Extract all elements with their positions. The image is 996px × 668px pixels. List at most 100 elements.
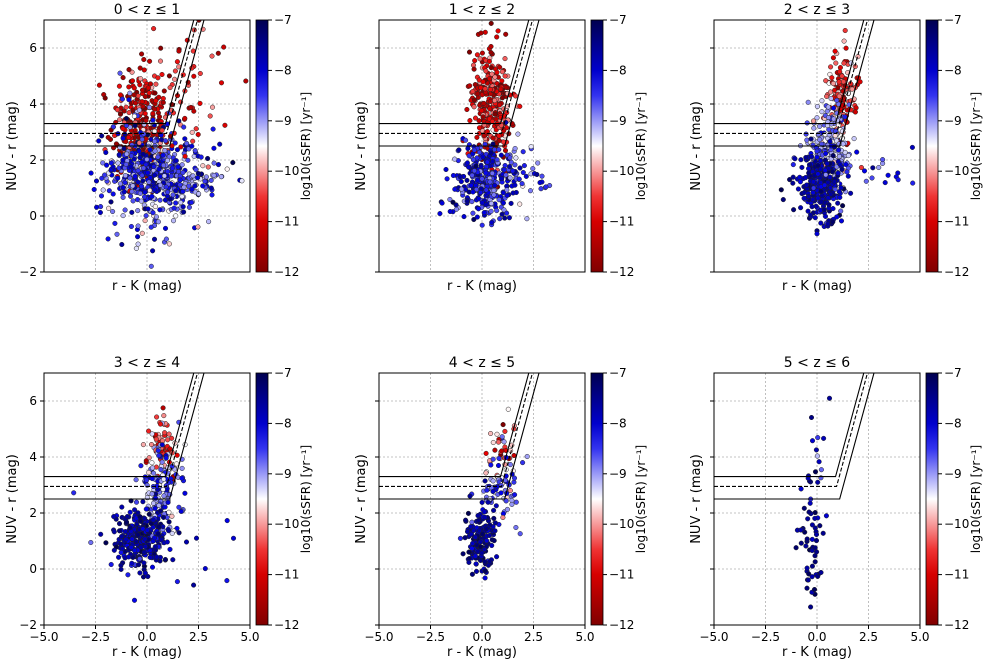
scatter-point: [120, 75, 126, 81]
scatter-point: [501, 167, 507, 173]
scatter-point: [805, 577, 811, 583]
scatter-point: [812, 545, 818, 551]
scatter-points: [793, 395, 833, 610]
scatter-point: [823, 150, 829, 157]
scatter-point: [239, 178, 245, 184]
x-tick-label: −5.0: [29, 630, 58, 644]
scatter-point: [218, 174, 224, 180]
x-tick-label: −2.5: [751, 630, 780, 644]
scatter-point: [815, 195, 821, 201]
scatter-point: [126, 67, 132, 73]
scatter-point: [507, 462, 513, 468]
scatter-point: [137, 570, 143, 576]
scatter-point: [790, 180, 796, 186]
scatter-point: [138, 463, 144, 469]
x-tick-label: 2.5: [859, 630, 878, 644]
colorbar-tick-label: −8: [944, 63, 962, 77]
scatter-point: [815, 479, 821, 485]
scatter-point: [139, 87, 146, 93]
x-tick-label: 2.5: [524, 630, 543, 644]
scatter-point: [798, 486, 804, 492]
scatter-point: [809, 536, 815, 542]
scatter-point: [171, 205, 177, 211]
plot-frame: [713, 19, 921, 273]
scatter-point: [520, 149, 526, 155]
scatter-point: [150, 111, 156, 117]
scatter-point: [490, 159, 496, 165]
scatter-point: [105, 134, 111, 140]
scatter-points: [88, 20, 249, 269]
scatter-point: [150, 210, 156, 216]
scatter-point: [182, 490, 188, 496]
scatter-point: [135, 168, 141, 174]
scatter-point: [129, 189, 135, 195]
scatter-point: [138, 198, 144, 204]
scatter-point: [166, 73, 172, 79]
scatter-point: [479, 108, 485, 114]
scatter-point: [141, 56, 147, 63]
scatter-point: [135, 532, 141, 538]
scatter-point: [827, 138, 833, 145]
scatter-point: [804, 536, 810, 542]
scatter-point: [150, 117, 156, 123]
scatter-point: [806, 571, 812, 577]
scatter-point: [538, 186, 544, 192]
scatter-point: [132, 507, 138, 513]
scatter-point: [163, 184, 169, 190]
scatter-point: [809, 522, 815, 528]
scatter-point: [837, 65, 843, 71]
scatter-point: [492, 74, 498, 80]
scatter-point: [116, 521, 123, 527]
scatter-point: [494, 157, 500, 163]
scatter-point: [817, 166, 823, 172]
scatter-point: [839, 73, 845, 79]
scatter-point: [496, 147, 502, 153]
scatter-point: [123, 104, 129, 110]
scatter-points: [71, 405, 237, 603]
scatter-point: [224, 166, 230, 172]
scatter-point: [110, 124, 116, 130]
scatter-point: [111, 547, 117, 553]
scatter-point: [500, 200, 506, 206]
scatter-point: [153, 436, 159, 442]
scatter-point: [521, 163, 527, 169]
scatter-point: [464, 529, 471, 535]
scatter-point: [520, 169, 526, 176]
subplot-title: 5 < z ≤ 6: [784, 355, 851, 371]
scatter-point: [443, 166, 449, 173]
scatter-point: [132, 173, 138, 179]
colorbar-tick-label: −11: [609, 568, 634, 582]
scatter-point: [179, 193, 185, 200]
scatter-point: [162, 147, 168, 154]
scatter-point: [147, 175, 153, 181]
scatter-point: [152, 90, 158, 96]
scatter-point: [503, 31, 509, 37]
scatter-point: [191, 582, 197, 588]
scatter-point: [499, 69, 505, 75]
colorbar: [590, 372, 604, 626]
scatter-point: [491, 187, 497, 194]
scatter-point: [858, 164, 864, 171]
scatter-point: [189, 143, 195, 149]
scatter-point: [174, 452, 180, 458]
scatter-point: [810, 197, 816, 203]
scatter-point: [472, 58, 478, 64]
scatter-point: [778, 187, 784, 193]
scatter-point: [496, 138, 502, 144]
scatter-point: [189, 129, 195, 135]
scatter-point: [179, 465, 185, 471]
scatter-point: [148, 263, 154, 269]
scatter-point: [814, 231, 820, 237]
scatter-point: [162, 556, 168, 563]
scatter-point: [210, 126, 216, 132]
scatter-point: [513, 499, 519, 505]
colorbar: [590, 19, 604, 273]
scatter-point: [478, 30, 484, 36]
scatter-point: [142, 544, 148, 550]
scatter-point: [181, 124, 187, 130]
scatter-point: [160, 99, 166, 106]
scatter-point: [184, 140, 190, 146]
scatter-point: [176, 530, 182, 536]
x-tick-label: 5.0: [910, 630, 929, 644]
scatter-point: [810, 179, 816, 185]
